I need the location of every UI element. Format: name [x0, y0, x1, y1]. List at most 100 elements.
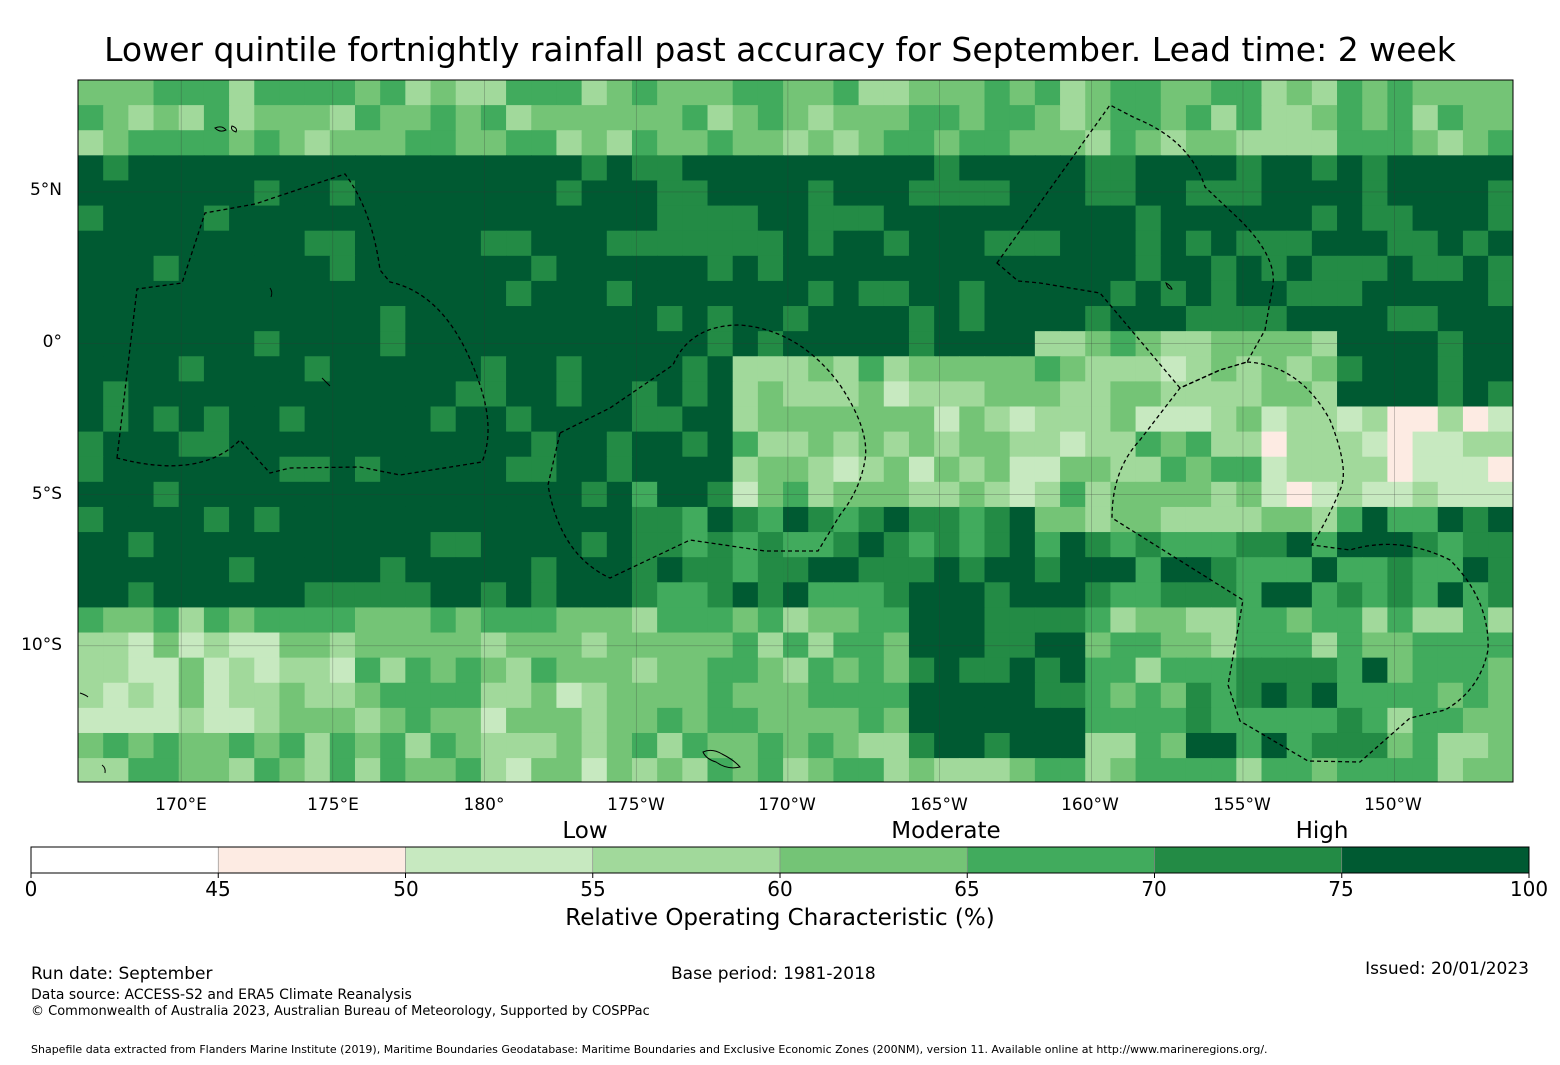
heatmap-cell [254, 607, 281, 634]
colorbar-tick-100: 100 [1509, 877, 1549, 901]
heatmap-cell [1462, 205, 1489, 232]
heatmap-cell [1185, 331, 1212, 357]
heatmap-cell [934, 255, 960, 282]
heatmap-cell [1311, 682, 1338, 709]
colorbar-tick-70: 70 [1141, 877, 1167, 901]
heatmap-cell [254, 632, 281, 659]
heatmap-cell [1488, 280, 1513, 307]
heatmap-cell [606, 582, 633, 608]
heatmap-cell [1286, 280, 1313, 307]
heatmap-cell [984, 356, 1011, 382]
heatmap-cell [1286, 130, 1313, 156]
heatmap-cell [178, 280, 205, 307]
heatmap-cell [430, 130, 457, 156]
heatmap-cell [103, 130, 129, 156]
heatmap-cell [606, 180, 633, 207]
heatmap-cell [606, 682, 633, 709]
heatmap-cell [304, 406, 331, 433]
heatmap-cell [103, 331, 129, 357]
heatmap-cell [480, 205, 507, 232]
heatmap-cell [984, 205, 1011, 232]
heatmap-cell [1160, 682, 1187, 709]
heatmap-cell [78, 205, 104, 232]
heatmap-cell [1387, 758, 1414, 782]
heatmap-cell [631, 155, 658, 182]
heatmap-cell [1135, 155, 1162, 182]
heatmap-cell [631, 582, 658, 608]
heatmap-cell [1211, 155, 1237, 182]
heatmap-cell [984, 130, 1011, 156]
heatmap-cell [153, 331, 180, 357]
heatmap-cell [783, 582, 809, 608]
heatmap-cell [606, 280, 633, 307]
heatmap-cell [455, 657, 482, 684]
heatmap-cell [757, 356, 784, 382]
heatmap-cell [531, 532, 558, 558]
heatmap-cell [1211, 205, 1237, 232]
island-atoll-1 [269, 287, 273, 298]
heatmap-cell [707, 682, 734, 709]
heatmap-cell [1160, 707, 1187, 734]
heatmap-cell [1236, 80, 1263, 106]
heatmap-cell [1462, 682, 1489, 709]
heatmap-cell [254, 80, 281, 106]
heatmap-cell [128, 306, 155, 332]
heatmap-cell [480, 758, 507, 782]
heatmap-cell [657, 456, 683, 483]
heatmap-cell [380, 632, 406, 659]
heatmap-cell [1211, 105, 1237, 131]
heatmap-cell [78, 557, 104, 583]
heatmap-cell [455, 607, 482, 634]
heatmap-cell [1034, 657, 1061, 684]
heatmap-cell [1185, 582, 1212, 608]
heatmap-cell [229, 758, 255, 782]
heatmap-cell [1437, 180, 1464, 207]
heatmap-cell [1412, 682, 1439, 709]
heatmap-cell [1211, 306, 1237, 332]
heatmap-cell [329, 406, 356, 433]
heatmap-cell [1135, 306, 1162, 332]
heatmap-cell [783, 155, 809, 182]
heatmap-cell [1135, 732, 1162, 759]
heatmap-cell [279, 406, 306, 433]
heatmap-cell [833, 331, 860, 357]
heatmap-cell [178, 356, 205, 382]
heatmap-cell [1261, 582, 1288, 608]
heatmap-cell [430, 381, 457, 408]
heatmap-cell [631, 682, 658, 709]
heatmap-cell [506, 758, 532, 782]
heatmap-cell [103, 280, 129, 307]
heatmap-cell [556, 732, 583, 759]
heatmap-cell [531, 306, 558, 332]
heatmap-cell [1135, 356, 1162, 382]
heatmap-cell [1135, 381, 1162, 408]
heatmap-cell [254, 130, 281, 156]
heatmap-cell [757, 331, 784, 357]
heatmap-cell [1412, 331, 1439, 357]
heatmap-cell [707, 306, 734, 332]
heatmap-cell [934, 532, 960, 558]
heatmap-cell [1488, 456, 1513, 483]
heatmap-cell [178, 707, 205, 734]
heatmap-cell [1412, 130, 1439, 156]
heatmap-cell [581, 130, 608, 156]
heatmap-cell [783, 80, 809, 106]
heatmap-cell [506, 557, 532, 583]
heatmap-cell [128, 682, 155, 709]
heatmap-cell [506, 682, 532, 709]
heatmap-cell [682, 506, 709, 533]
heatmap-cell [506, 582, 532, 608]
heatmap-cell [808, 582, 835, 608]
heatmap-cell [1261, 456, 1288, 483]
heatmap-cell [506, 280, 532, 307]
heatmap-cell [581, 682, 608, 709]
heatmap-cell [1437, 230, 1464, 257]
heatmap-cell [304, 80, 331, 106]
heatmap-cell [1085, 280, 1112, 307]
heatmap-cell [1286, 381, 1313, 408]
heatmap-cell [405, 230, 432, 257]
heatmap-cell [279, 306, 306, 332]
heatmap-cell [531, 431, 558, 458]
heatmap-cell [959, 582, 986, 608]
heatmap-cell [128, 607, 155, 634]
